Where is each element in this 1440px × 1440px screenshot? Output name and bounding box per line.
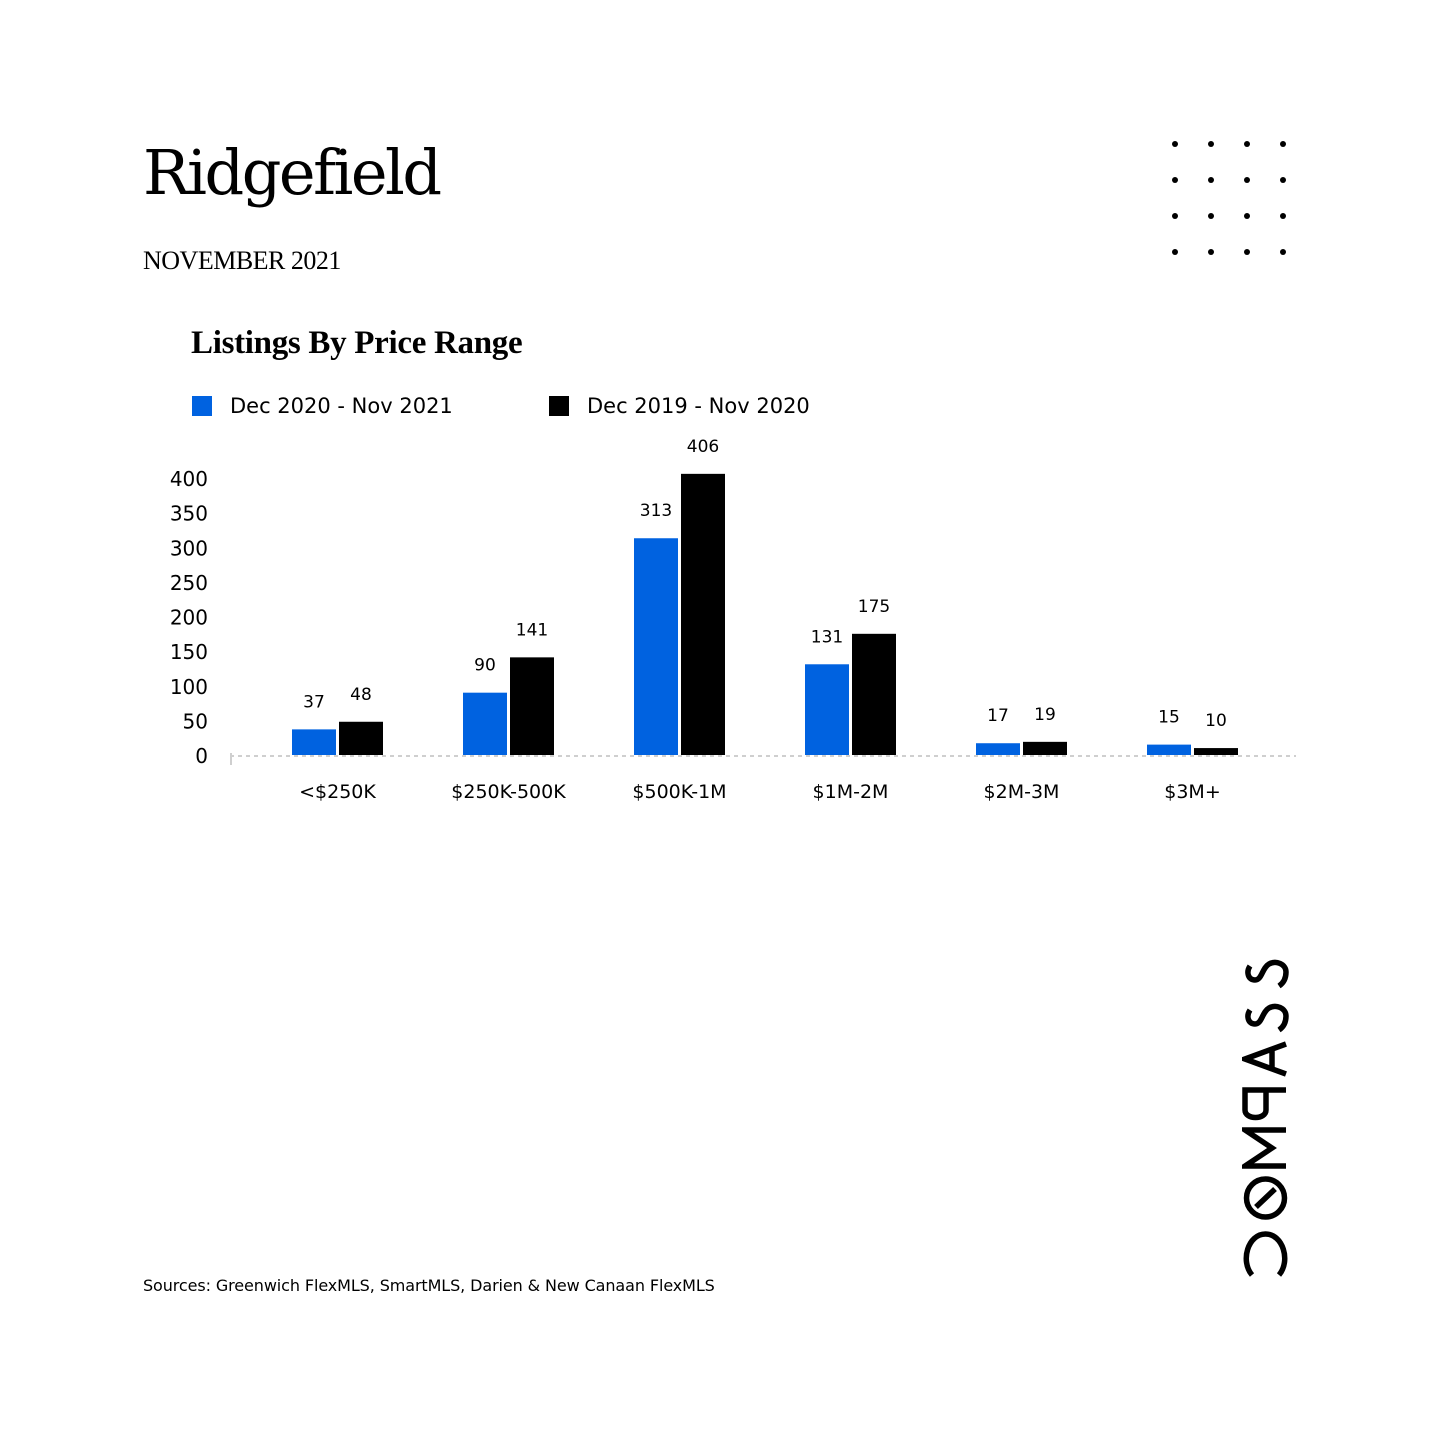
dot: [1280, 249, 1286, 255]
dot: [1280, 141, 1286, 147]
dot: [1172, 213, 1178, 219]
bar-series-1: [1147, 744, 1191, 755]
dot: [1208, 213, 1214, 219]
y-tick-label: 0: [195, 744, 208, 768]
bar-series-1: [976, 743, 1020, 755]
data-label: 10: [1205, 711, 1227, 731]
dot: [1208, 249, 1214, 255]
y-tick-label: 200: [170, 606, 208, 630]
y-tick-label: 400: [170, 467, 208, 491]
legend-item-series-2: Dec 2019 - Nov 2020: [549, 393, 810, 419]
dot: [1244, 213, 1250, 219]
legend-swatch-series-1: [192, 396, 212, 416]
x-tick-label: $3M+: [1164, 781, 1221, 803]
bar-series-2: [1023, 741, 1067, 755]
data-label: 131: [811, 627, 843, 647]
data-label: 17: [987, 706, 1009, 726]
bar-series-2: [339, 721, 383, 755]
page-title: Ridgefield: [143, 136, 442, 209]
data-label: 19: [1034, 705, 1056, 725]
dot: [1244, 249, 1250, 255]
y-tick-label: 350: [170, 502, 208, 526]
bar-series-2: [681, 473, 725, 755]
compass-logo: [1242, 959, 1289, 1277]
dot: [1244, 141, 1250, 147]
data-label: 175: [858, 597, 890, 617]
page-subtitle: NOVEMBER 2021: [143, 246, 341, 275]
bar-series-1: [634, 538, 678, 755]
dot: [1172, 177, 1178, 183]
legend-item-series-1: Dec 2020 - Nov 2021: [192, 393, 453, 419]
dot: [1280, 177, 1286, 183]
sources-note: Sources: Greenwich FlexMLS, SmartMLS, Da…: [143, 1276, 715, 1295]
legend-swatch-series-2: [549, 396, 569, 416]
dot: [1280, 213, 1286, 219]
bar-series-2: [852, 633, 896, 755]
x-tick-label: $2M-3M: [984, 781, 1060, 803]
bar-series-1: [805, 664, 849, 755]
bar-series-1: [292, 729, 336, 755]
dot-grid-icon: [1172, 141, 1302, 271]
bar-series-2: [1194, 748, 1238, 755]
dot: [1172, 249, 1178, 255]
data-label: 37: [303, 692, 325, 712]
data-label: 15: [1158, 708, 1180, 728]
legend-label-series-1: Dec 2020 - Nov 2021: [230, 394, 453, 418]
bar-series-2: [510, 657, 554, 755]
y-tick-label: 50: [183, 709, 208, 733]
chart-title: Listings By Price Range: [191, 325, 523, 361]
dot: [1172, 141, 1178, 147]
data-label: 90: [474, 656, 496, 676]
y-tick-label: 250: [170, 571, 208, 595]
x-tick-label: $250K-500K: [451, 781, 566, 803]
data-label: 48: [350, 685, 372, 705]
data-label: 406: [687, 437, 719, 457]
legend-label-series-2: Dec 2019 - Nov 2020: [587, 394, 810, 418]
x-tick-label: $1M-2M: [813, 781, 889, 803]
x-tick-label: <$250K: [299, 781, 376, 803]
x-tick-label: $500K-1M: [632, 781, 726, 803]
data-label: 313: [640, 501, 672, 521]
dot: [1244, 177, 1250, 183]
y-tick-label: 100: [170, 675, 208, 699]
y-tick-label: 150: [170, 640, 208, 664]
compass-logo-wordmark: [1242, 959, 1289, 1277]
dot: [1208, 141, 1214, 147]
y-tick-label: 300: [170, 536, 208, 560]
bar-chart: 0 50 100 150 200 250 300 350 400 37 48 <$250K 90 141 $…: [170, 437, 1296, 803]
bar-series-1: [463, 692, 507, 755]
data-label: 141: [516, 620, 548, 640]
dot: [1208, 177, 1214, 183]
